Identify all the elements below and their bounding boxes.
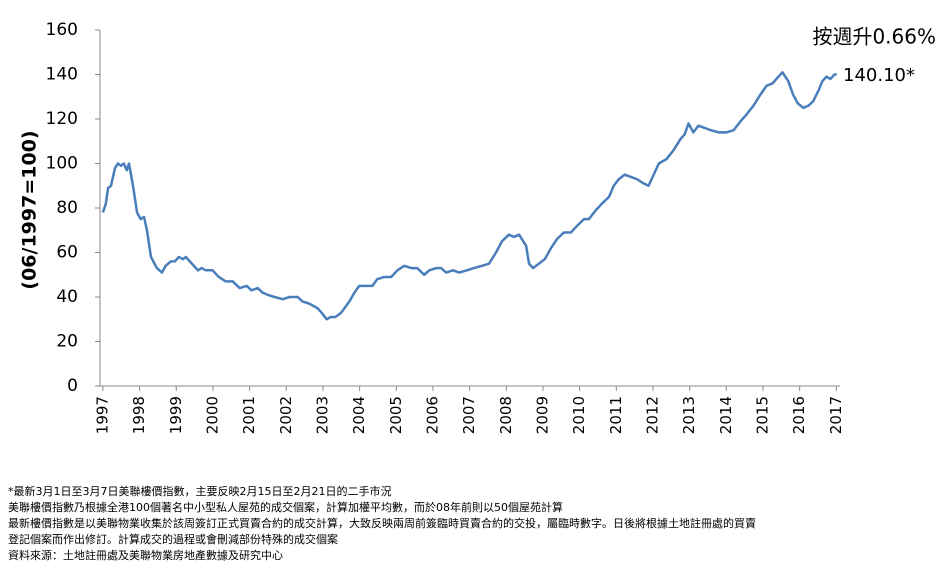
x-tick-label: 2015 (753, 396, 771, 434)
x-tick-label: 1997 (93, 396, 111, 434)
x-tick-label: 2006 (423, 396, 441, 434)
x-tick-label: 1999 (167, 396, 185, 434)
x-tick-label: 2009 (533, 396, 551, 434)
x-tick-label: 2003 (313, 396, 331, 434)
x-tick-label: 2008 (497, 396, 515, 434)
y-axis-label: (06/1997=100) (19, 130, 41, 289)
footnote: 美聯樓價指數乃根據全港100個著名中小型私人屋苑的成交個案，計算加權平均數，而於… (8, 501, 563, 514)
y-tick-label: 60 (56, 243, 78, 263)
x-tick-label: 2013 (680, 396, 698, 434)
y-tick-label: 0 (67, 376, 78, 396)
y-tick-label: 20 (56, 332, 78, 352)
footnote: 資料來源：土地註冊處及美聯物業房地產數據及研究中心 (8, 549, 283, 562)
y-tick-label: 40 (56, 287, 78, 307)
change-annotation: 按週升0.66% (812, 25, 936, 49)
footnote: 登記個案而作出修訂。計算成交的過程或會刪減部份特殊的成交個案 (8, 533, 338, 546)
line-series (101, 71, 837, 321)
y-tick-label: 160 (46, 20, 78, 40)
x-tick-label: 2002 (277, 396, 295, 434)
x-tick-label: 2016 (790, 396, 808, 434)
y-tick-label: 140 (46, 65, 78, 85)
footnote: *最新3月1日至3月7日美聯樓價指數，主要反映2月15日至2月21日的二手市況 (8, 485, 392, 498)
footnote: 最新樓價指數是以美聯物業收集於該周簽訂正式買賣合約的成交計算，大致反映兩周前簽臨… (8, 517, 756, 530)
footnotes: *最新3月1日至3月7日美聯樓價指數，主要反映2月15日至2月21日的二手市況 … (8, 484, 756, 564)
x-tick-label: 2017 (827, 396, 845, 434)
x-tick-label: 2010 (570, 396, 588, 434)
x-tick-label: 2004 (350, 396, 368, 434)
x-tick-label: 2012 (643, 396, 661, 434)
x-tick-label: 2000 (203, 396, 221, 434)
x-tick-label: 2011 (607, 396, 625, 434)
y-tick-label: 120 (46, 109, 78, 129)
x-tick-label: 2007 (460, 396, 478, 434)
x-tick-label: 2014 (717, 396, 735, 434)
x-tick-label: 1998 (130, 396, 148, 434)
y-tick-label: 80 (56, 198, 78, 218)
x-tick-label: 2001 (240, 396, 258, 434)
chart: (06/1997=100) 按週升0.66% 140.10* 0 20 40 60 80… (19, 20, 937, 434)
last-value-annotation: 140.10* (843, 65, 915, 86)
x-tick-label: 2005 (387, 396, 405, 434)
y-tick-label: 100 (46, 154, 78, 174)
